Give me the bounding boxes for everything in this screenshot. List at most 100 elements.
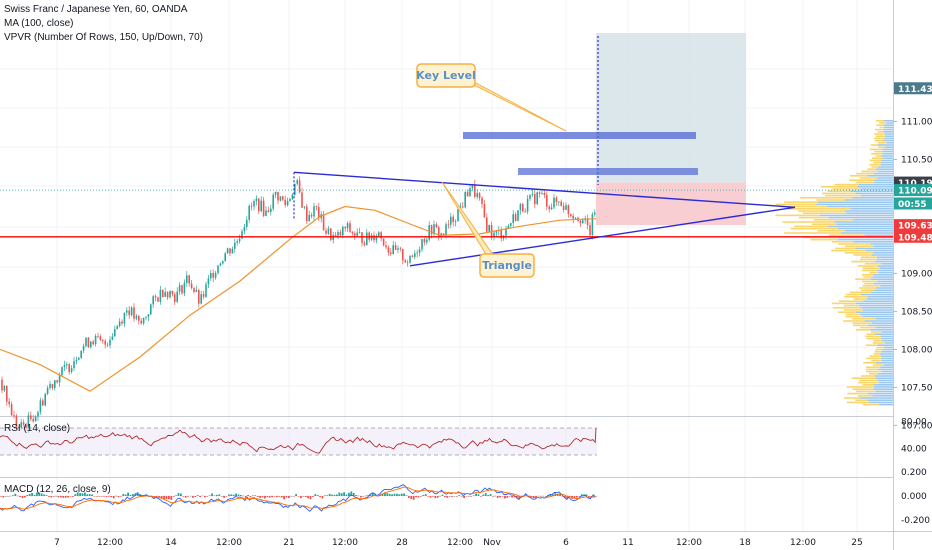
candle-body xyxy=(538,192,541,194)
macd-histogram-bar xyxy=(19,496,21,497)
volume-bar xyxy=(876,287,893,289)
macd-histogram-bar xyxy=(355,495,357,496)
candle-body xyxy=(99,336,102,341)
volume-bar xyxy=(861,274,874,276)
macd-histogram-bar xyxy=(432,496,434,497)
callouts[interactable]: Key Level Triangle xyxy=(416,63,567,278)
macd-histogram-bar xyxy=(180,493,182,496)
candle-body xyxy=(411,255,414,257)
candle-body xyxy=(150,304,152,315)
macd-tick-label: 0.000 xyxy=(901,492,927,502)
candle-body xyxy=(286,201,289,206)
trendline-drawings[interactable] xyxy=(0,171,893,267)
volume-bar xyxy=(858,183,893,186)
volume-bar xyxy=(851,377,876,379)
risk-reward-tool[interactable] xyxy=(463,33,746,226)
macd-histogram-bar xyxy=(367,495,369,496)
candle-body xyxy=(75,359,78,362)
macd-histogram-bar xyxy=(540,496,542,497)
macd-histogram-bar xyxy=(566,496,569,500)
price-tag: 00:55 xyxy=(894,197,932,210)
volume-bar xyxy=(866,366,881,368)
macd-histogram-bar xyxy=(276,496,278,498)
macd-histogram-bar xyxy=(501,496,504,497)
volume-bar xyxy=(871,322,893,324)
volume-bar xyxy=(845,315,863,318)
triangle-upper-line xyxy=(293,171,796,208)
candle-body xyxy=(574,217,577,219)
volume-bar xyxy=(872,342,885,344)
candle-body xyxy=(438,227,440,237)
candle-body xyxy=(282,196,284,200)
candle-body xyxy=(452,216,454,223)
volume-bar xyxy=(879,122,887,124)
macd-histogram-bar xyxy=(201,495,204,497)
macd-histogram-bar xyxy=(460,496,463,497)
candle-body xyxy=(20,422,22,428)
macd-histogram-bar xyxy=(168,496,170,500)
volume-bar xyxy=(802,212,847,214)
macd-histogram-bar xyxy=(43,494,45,496)
candle-body xyxy=(421,239,423,250)
x-tick-label: 11 xyxy=(622,538,633,548)
macd-histogram-bar xyxy=(336,494,338,496)
price-tag-label: 109.635 xyxy=(898,222,932,232)
candle-body xyxy=(351,231,354,234)
candle-body xyxy=(495,231,498,233)
volume-bar xyxy=(874,179,893,181)
candle-body xyxy=(397,248,399,250)
macd-histogram-bar xyxy=(444,496,446,498)
candle-body xyxy=(37,412,39,417)
volume-bar xyxy=(874,351,882,353)
macd-histogram-bar xyxy=(12,495,14,496)
candle-body xyxy=(423,239,426,243)
volume-bar xyxy=(775,203,816,206)
candle-body xyxy=(277,191,279,201)
volume-bar xyxy=(874,375,893,377)
volume-bar xyxy=(877,177,893,179)
candle-body xyxy=(114,329,116,337)
volume-bar xyxy=(862,315,893,318)
volume-bar xyxy=(869,355,881,357)
triangle-lower-line xyxy=(409,206,796,267)
volume-bar xyxy=(874,260,893,263)
volume-bar xyxy=(875,362,893,364)
candle-body xyxy=(567,205,570,214)
volume-bar xyxy=(875,155,882,157)
macd-histogram-bar xyxy=(588,496,590,497)
macd-histogram-bar xyxy=(4,495,7,497)
volume-bar xyxy=(856,172,874,175)
macd-histogram-bar xyxy=(93,496,96,497)
volume-bar xyxy=(790,227,838,230)
macd-histogram-bar xyxy=(470,496,473,497)
macd-histogram-bar xyxy=(384,492,386,496)
volume-bar xyxy=(871,166,879,168)
key-level-callout xyxy=(416,63,476,88)
macd-histogram-bar xyxy=(184,496,187,498)
candle-body xyxy=(18,427,20,429)
volume-bar xyxy=(846,401,869,404)
candle-body xyxy=(123,312,126,324)
candle-body xyxy=(450,216,452,225)
macd-histogram-bar xyxy=(67,496,69,498)
volume-bar xyxy=(821,186,858,188)
volume-bar xyxy=(862,285,881,287)
candle-body xyxy=(207,278,210,285)
candle-body xyxy=(58,375,61,383)
key-level-box xyxy=(463,132,696,139)
candle-body xyxy=(291,194,294,199)
macd-histogram-bar xyxy=(206,496,209,497)
candle-body xyxy=(188,275,190,284)
macd-histogram-bar xyxy=(504,496,506,499)
macd-histogram-bar xyxy=(564,496,566,499)
volume-bar xyxy=(845,293,862,296)
candle-body xyxy=(234,242,236,249)
volume-bar xyxy=(851,260,875,263)
macd-histogram-bar xyxy=(496,496,499,499)
triangle-label: Triangle xyxy=(482,259,532,272)
candle-body xyxy=(212,273,214,278)
volume-bar xyxy=(873,282,893,285)
macd-histogram-bar xyxy=(559,494,561,496)
candle-body xyxy=(80,350,82,358)
